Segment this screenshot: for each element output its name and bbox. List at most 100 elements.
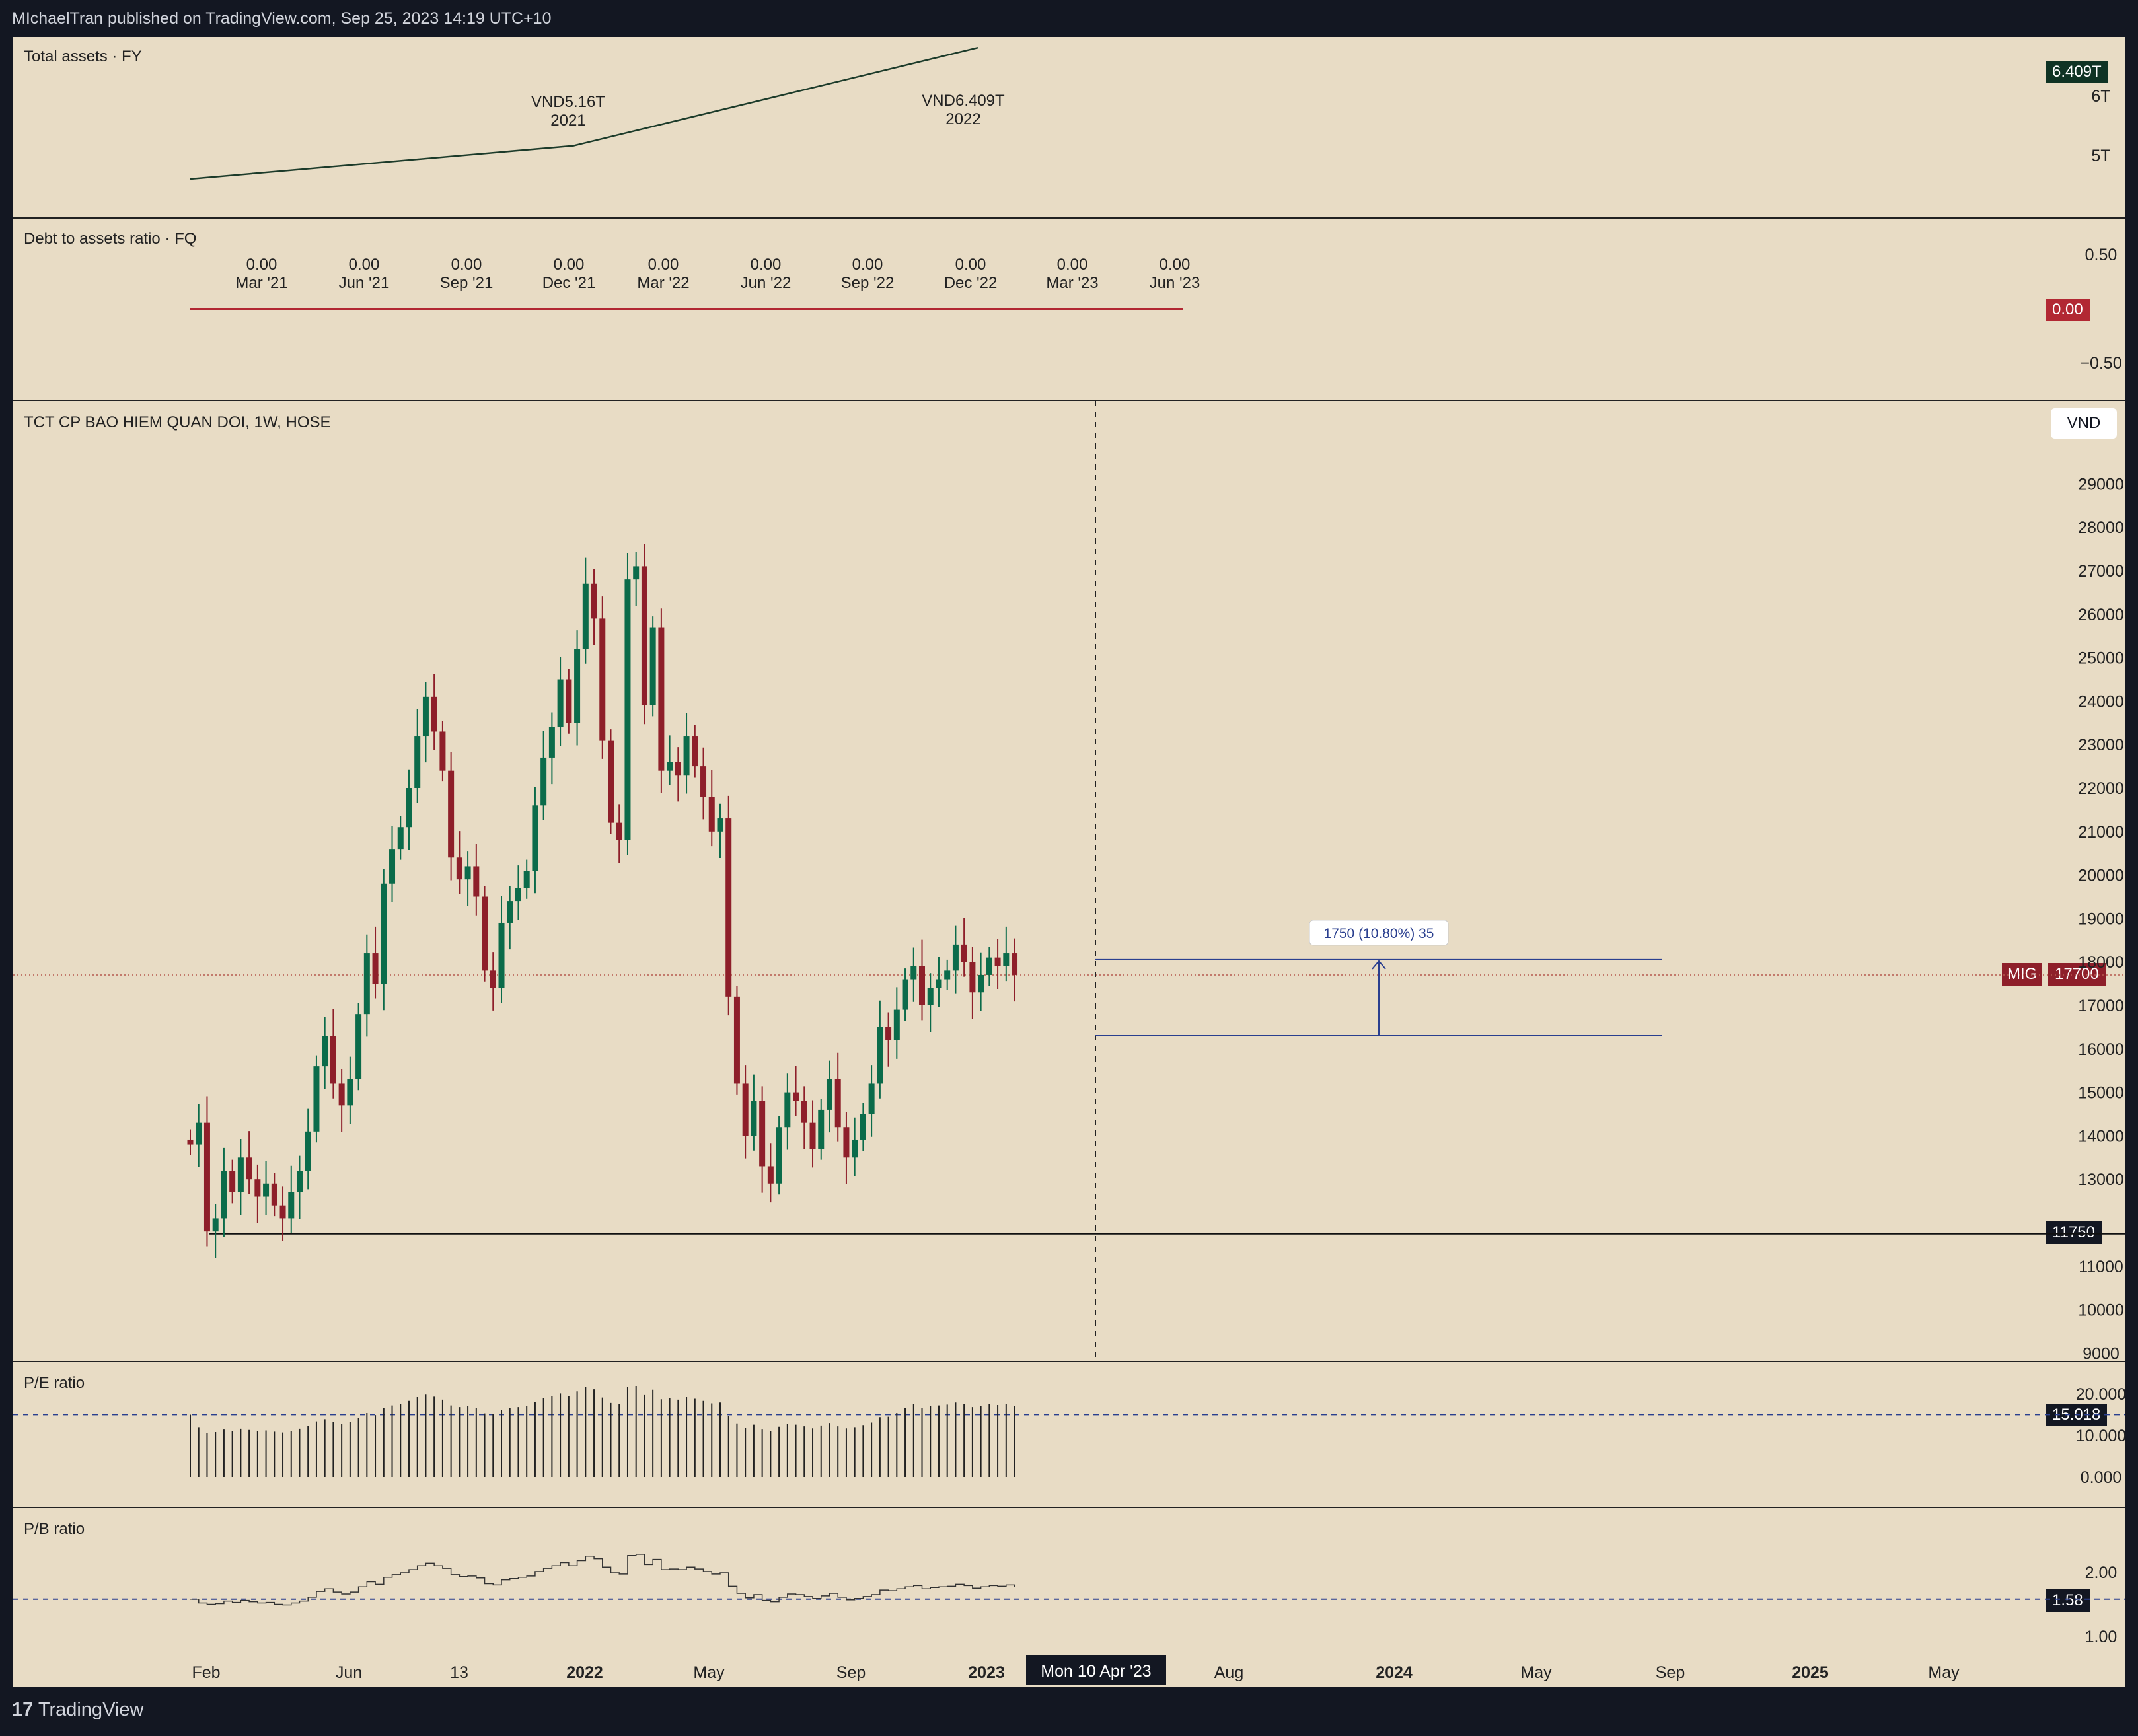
time-tick-label: Aug <box>1214 1663 1243 1682</box>
candle-body <box>196 1122 202 1145</box>
candle-body <box>978 974 984 993</box>
candle-body <box>523 871 530 888</box>
y-tick-label: 10.000 <box>2076 1427 2126 1445</box>
time-tick-label: 2024 <box>1376 1663 1413 1682</box>
candle-body <box>456 857 462 880</box>
y-tick-label: 14000 <box>2078 1127 2124 1145</box>
candle-body <box>742 1083 749 1136</box>
candle-body <box>994 957 1001 966</box>
y-tick-label: 0.000 <box>2081 1468 2122 1487</box>
x-period-label: Dec '22 <box>944 274 998 292</box>
candle-body <box>212 1218 219 1232</box>
candle-body <box>498 922 505 988</box>
y-tick-label: 15000 <box>2078 1084 2124 1103</box>
time-tick-label: 2022 <box>566 1663 603 1682</box>
candle-body <box>338 1083 345 1106</box>
time-axis[interactable]: Feb Jun 13 2022 May Sep 2023 Aug 2024 May Sep 2025 M… <box>192 1655 1960 1685</box>
candle-body <box>574 649 581 723</box>
candle-body <box>406 788 412 828</box>
measure-arrowhead <box>1372 960 1386 970</box>
symbol-badge: MIG <box>2002 963 2043 986</box>
candle-body <box>229 1171 236 1192</box>
data-label: 0.00 <box>451 256 482 273</box>
candle-body <box>860 1114 866 1140</box>
candle-body <box>557 679 564 727</box>
candle-body <box>254 1179 261 1197</box>
candle-body <box>902 979 908 1010</box>
candle-body <box>717 818 723 832</box>
candle-body <box>868 1083 875 1114</box>
candle-body <box>599 618 606 741</box>
x-period-label: Jun '21 <box>339 274 390 292</box>
currency-button[interactable]: VND <box>2051 408 2117 439</box>
data-label: 0.00 <box>246 256 277 273</box>
data-label: 0.00 <box>1160 256 1191 273</box>
y-tick-label: 23000 <box>2078 736 2124 754</box>
x-period-label: Jun '22 <box>741 274 792 292</box>
candle-body <box>540 757 547 806</box>
time-tick-label: May <box>1928 1663 1960 1682</box>
candle-body <box>1012 953 1018 975</box>
y-tick-label: 24000 <box>2078 692 2124 711</box>
time-tick-label: Feb <box>192 1663 220 1682</box>
pb-ratio-plot: 2.00 1.00 <box>13 1554 2125 1646</box>
x-period-label: Sep '22 <box>841 274 895 292</box>
candle-body <box>381 883 387 984</box>
total-assets-title: Total assets · FY <box>24 48 142 65</box>
candle-body <box>919 966 926 1005</box>
pane-divider[interactable] <box>13 1507 2125 1508</box>
candle-body <box>221 1171 227 1219</box>
pe-ratio-plot: 20.000 10.000 0.000 <box>13 1385 2126 1487</box>
candle-body <box>616 822 622 840</box>
data-label: 0.00 <box>751 256 782 273</box>
y-tick-label: 20.000 <box>2076 1385 2126 1404</box>
y-tick-label: 22000 <box>2078 779 2124 798</box>
candle-body <box>397 827 404 850</box>
candle-body <box>952 944 959 971</box>
candle-body <box>515 888 521 902</box>
x-period-label: Mar '23 <box>1046 274 1098 292</box>
crosshair-time-box <box>1026 1655 1166 1685</box>
y-tick-label: 26000 <box>2078 606 2124 624</box>
candle-body <box>793 1092 799 1101</box>
pane-divider[interactable] <box>13 400 2125 401</box>
pane-divider[interactable] <box>13 217 2125 219</box>
time-tick-label: Sep <box>836 1663 866 1682</box>
candle-body <box>372 953 379 984</box>
candle-body <box>288 1192 295 1219</box>
candle-body <box>548 727 555 758</box>
candle-body <box>776 1127 782 1184</box>
y-tick-label: 0.50 <box>2085 246 2118 264</box>
candle-body <box>591 583 597 619</box>
candle-body <box>961 944 967 962</box>
candle-body <box>834 1079 841 1128</box>
candle-body <box>700 766 707 797</box>
data-label: 0.00 <box>955 256 986 273</box>
data-label: 0.00 <box>852 256 883 273</box>
data-label: VND6.409T <box>922 92 1005 110</box>
candle-body <box>759 1101 766 1167</box>
candle-body <box>305 1131 311 1171</box>
candle-body <box>801 1101 807 1123</box>
candle-body <box>566 679 572 723</box>
data-label: 2022 <box>945 110 980 128</box>
candle-body <box>490 970 496 988</box>
y-tick-label: 29000 <box>2078 475 2124 493</box>
pane-divider[interactable] <box>13 1361 2125 1362</box>
candle-body <box>725 818 732 997</box>
y-tick-label: 27000 <box>2078 562 2124 581</box>
brand-name: TradingView <box>38 1699 144 1720</box>
tradingview-logo[interactable]: 17 TradingView <box>12 1699 143 1721</box>
pb-ratio-title: P/B ratio <box>24 1520 85 1538</box>
candle-body <box>439 731 446 771</box>
candle-body <box>658 627 665 771</box>
publisher-text: MIchaelTran published on TradingView.com… <box>12 9 552 28</box>
candle-body <box>927 988 934 1005</box>
candle-body <box>944 970 951 980</box>
x-period-label: Jun '23 <box>1150 274 1200 292</box>
y-tick-label: 25000 <box>2078 649 2124 668</box>
candle-body <box>852 1139 858 1158</box>
candle-body <box>608 740 614 823</box>
